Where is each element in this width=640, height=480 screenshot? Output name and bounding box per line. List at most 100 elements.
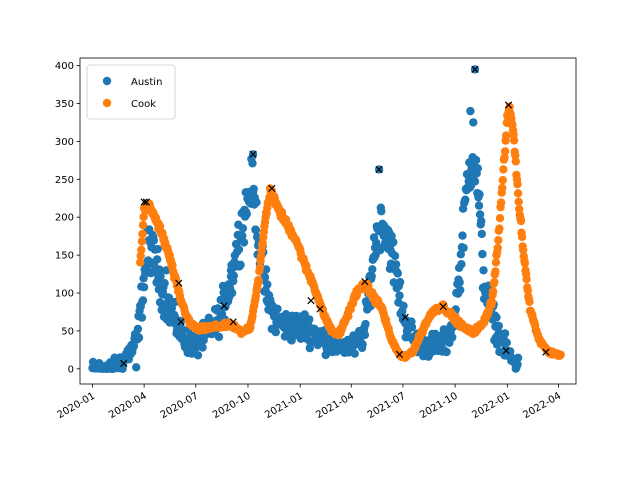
- data-point: [137, 245, 146, 254]
- x-marker: [502, 347, 510, 355]
- data-point: [516, 216, 526, 226]
- data-point: [495, 224, 504, 233]
- x-marker: [177, 318, 185, 326]
- data-point: [368, 265, 377, 274]
- data-point: [395, 277, 405, 287]
- y-tick-label: 100: [55, 289, 74, 300]
- data-point: [263, 280, 272, 289]
- x-marker: [504, 101, 513, 109]
- data-point: [448, 333, 457, 342]
- data-point: [227, 288, 237, 298]
- data-point: [517, 232, 527, 242]
- data-point: [350, 349, 359, 358]
- y-axis: 0 50 100 150 200 250 300 350 400: [55, 61, 80, 375]
- data-point: [471, 155, 481, 165]
- data-point: [477, 216, 486, 226]
- data-point: [494, 236, 503, 245]
- series-cook: [136, 102, 565, 362]
- legend-marker: [102, 76, 112, 86]
- data-point: [395, 291, 404, 300]
- x-marker: [439, 303, 447, 311]
- data-point: [139, 283, 149, 292]
- plot-area: [88, 65, 565, 373]
- x-marker: [375, 165, 383, 174]
- data-point: [495, 214, 505, 223]
- data-point: [466, 106, 475, 116]
- data-point: [260, 273, 270, 282]
- data-point: [456, 285, 465, 295]
- data-point: [360, 330, 370, 340]
- data-point: [458, 231, 467, 240]
- data-point: [153, 244, 162, 254]
- data-point: [513, 179, 522, 189]
- data-point: [138, 296, 148, 305]
- data-point: [469, 118, 478, 127]
- data-point: [234, 245, 244, 254]
- data-point: [238, 224, 248, 233]
- data-point: [499, 165, 508, 174]
- data-point: [367, 272, 376, 281]
- data-point: [271, 327, 280, 337]
- data-point: [377, 207, 386, 216]
- x-marker: [120, 359, 128, 368]
- legend: Austin Cook: [86, 64, 176, 120]
- x-marker: [395, 350, 404, 359]
- x-marker: [401, 313, 409, 321]
- data-point: [214, 332, 224, 342]
- data-point: [136, 251, 145, 261]
- data-point: [475, 190, 484, 199]
- data-point: [226, 266, 236, 275]
- data-point: [509, 136, 519, 145]
- x-marker: [249, 150, 257, 158]
- data-point: [361, 319, 370, 329]
- data-point: [478, 249, 487, 259]
- legend-label: Cook: [131, 99, 156, 110]
- data-point: [407, 322, 417, 332]
- data-point: [305, 315, 314, 324]
- x-marker: [140, 198, 148, 206]
- data-point: [136, 258, 145, 267]
- data-point: [500, 147, 510, 156]
- data-point: [133, 324, 143, 334]
- data-point: [129, 341, 139, 351]
- x-marker: [175, 279, 183, 287]
- y-tick-label: 250: [55, 175, 74, 186]
- data-point: [138, 220, 148, 230]
- x-marker: [220, 302, 228, 310]
- data-point: [514, 197, 523, 206]
- data-point: [456, 250, 465, 259]
- data-point: [139, 212, 148, 222]
- y-tick-label: 400: [55, 61, 74, 72]
- data-point: [248, 159, 257, 168]
- data-point: [496, 198, 506, 207]
- data-point: [155, 265, 164, 274]
- data-point: [239, 238, 249, 247]
- data-point: [255, 263, 265, 272]
- data-point: [502, 338, 511, 347]
- data-point: [498, 183, 507, 193]
- legend-marker: [102, 98, 112, 108]
- data-point: [556, 350, 565, 359]
- y-tick-label: 350: [55, 99, 74, 110]
- data-point: [498, 176, 507, 185]
- data-point: [513, 353, 523, 362]
- data-point: [461, 195, 470, 204]
- data-point: [455, 278, 464, 287]
- data-point: [490, 277, 499, 287]
- axes-frame: [79, 57, 577, 385]
- data-point: [487, 297, 497, 307]
- legend-box: [86, 64, 176, 120]
- data-point: [522, 275, 531, 284]
- x-marker: [542, 348, 550, 356]
- data-point: [477, 229, 486, 239]
- y-tick-label: 300: [55, 137, 74, 148]
- y-tick-label: 0: [68, 364, 74, 375]
- data-point: [236, 260, 245, 269]
- data-point: [252, 198, 261, 207]
- data-point: [479, 266, 488, 275]
- data-point: [525, 297, 534, 306]
- data-point: [492, 313, 501, 322]
- data-point: [358, 340, 367, 349]
- data-point: [153, 255, 162, 264]
